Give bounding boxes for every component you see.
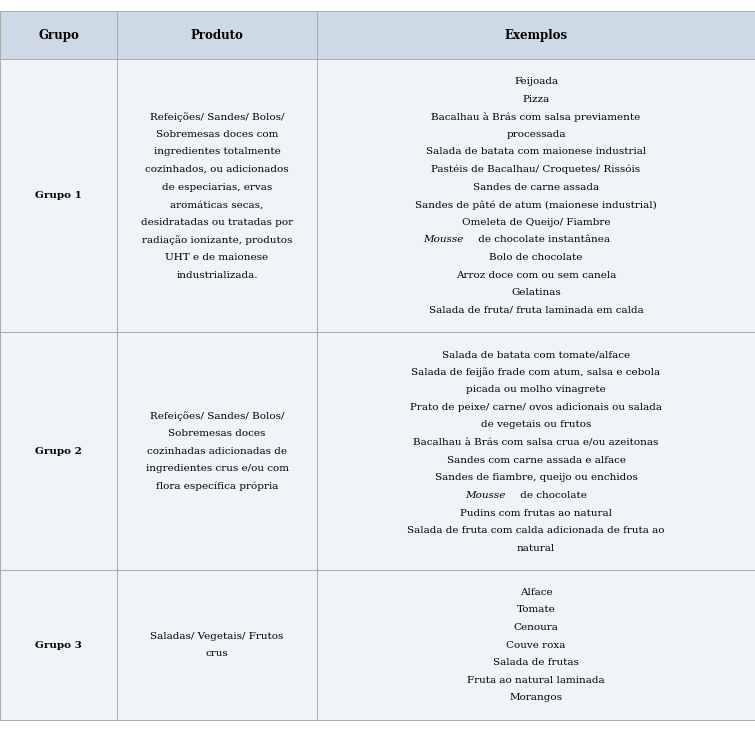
Bar [117, 11, 317, 59]
Bar [317, 333, 755, 570]
Bar [117, 570, 317, 720]
Bar [317, 59, 755, 333]
Text: Exemplos: Exemplos [504, 29, 568, 42]
Text: picada ou molho vinagrete: picada ou molho vinagrete [466, 385, 606, 394]
Text: de chocolate: de chocolate [517, 491, 587, 500]
Text: Couve roxa: Couve roxa [507, 640, 565, 650]
Text: radiação ionizante, produtos: radiação ionizante, produtos [142, 235, 292, 245]
Bar [117, 59, 317, 333]
Text: Mousse: Mousse [423, 235, 464, 244]
Bar [317, 570, 755, 720]
Text: Feijoada: Feijoada [514, 77, 558, 86]
Text: cozinhadas adicionadas de: cozinhadas adicionadas de [147, 447, 287, 456]
Text: Sobremesas doces: Sobremesas doces [168, 429, 266, 439]
Text: Grupo: Grupo [38, 29, 79, 42]
Bar [0, 570, 117, 720]
Text: Saladas/ Vegetais/ Frutos: Saladas/ Vegetais/ Frutos [150, 632, 284, 641]
Text: ingredientes totalmente: ingredientes totalmente [154, 148, 280, 156]
Text: Grupo 2: Grupo 2 [35, 447, 82, 456]
Bar [0, 333, 117, 570]
Text: de chocolate instantânea: de chocolate instantânea [475, 235, 610, 244]
Text: Salada de fruta/ fruta laminada em calda: Salada de fruta/ fruta laminada em calda [429, 306, 643, 315]
Text: Salada de feijão frade com atum, salsa e cebola: Salada de feijão frade com atum, salsa e… [411, 367, 661, 377]
Text: aromáticas secas,: aromáticas secas, [171, 200, 263, 209]
Text: Refeições/ Sandes/ Bolos/: Refeições/ Sandes/ Bolos/ [149, 112, 285, 121]
Text: Sandes de fiambre, queijo ou enchidos: Sandes de fiambre, queijo ou enchidos [435, 473, 637, 482]
Bar [0, 11, 117, 59]
Text: Grupo 1: Grupo 1 [35, 192, 82, 200]
Text: Sandes de carne assada: Sandes de carne assada [473, 183, 599, 192]
Text: industrializada.: industrializada. [177, 270, 257, 280]
Text: Salada de batata com tomate/alface: Salada de batata com tomate/alface [442, 350, 630, 359]
Text: Cenoura: Cenoura [513, 623, 559, 632]
Text: Salada de frutas: Salada de frutas [493, 659, 579, 667]
Text: Fruta ao natural laminada: Fruta ao natural laminada [467, 676, 605, 685]
Text: Alface: Alface [519, 588, 553, 596]
Text: de especiarias, ervas: de especiarias, ervas [162, 183, 273, 192]
Bar [0, 59, 117, 333]
Text: Pudins com frutas ao natural: Pudins com frutas ao natural [460, 509, 612, 518]
Text: processada: processada [507, 130, 565, 139]
Text: Bolo de chocolate: Bolo de chocolate [489, 253, 583, 262]
Text: Gelatinas: Gelatinas [511, 288, 561, 298]
Text: Sandes de pâté de atum (maionese industrial): Sandes de pâté de atum (maionese industr… [415, 200, 657, 210]
Text: Sobremesas doces com: Sobremesas doces com [156, 130, 279, 139]
Bar [117, 333, 317, 570]
Text: Sandes com carne assada e alface: Sandes com carne assada e alface [446, 455, 626, 465]
Text: Bacalhau à Brás com salsa crua e/ou azeitonas: Bacalhau à Brás com salsa crua e/ou azei… [414, 438, 658, 447]
Text: natural: natural [517, 544, 555, 553]
Text: Produto: Produto [190, 29, 244, 42]
Text: Mousse: Mousse [465, 491, 505, 500]
Text: Refeições/ Sandes/ Bolos/: Refeições/ Sandes/ Bolos/ [149, 412, 285, 421]
Text: UHT e de maionese: UHT e de maionese [165, 253, 269, 262]
Text: Prato de peixe/ carne/ ovos adicionais ou salada: Prato de peixe/ carne/ ovos adicionais o… [410, 403, 662, 412]
Bar [317, 11, 755, 59]
Text: Pizza: Pizza [522, 94, 550, 104]
Text: Omeleta de Queijo/ Fiambre: Omeleta de Queijo/ Fiambre [462, 218, 610, 227]
Text: Grupo 3: Grupo 3 [35, 640, 82, 650]
Text: flora específica própria: flora específica própria [156, 482, 279, 491]
Text: Arroz doce com ou sem canela: Arroz doce com ou sem canela [456, 270, 616, 280]
Text: de vegetais ou frutos: de vegetais ou frutos [481, 420, 591, 430]
Text: Morangos: Morangos [510, 694, 562, 702]
Text: crus: crus [205, 649, 229, 659]
Text: Salada de batata com maionese industrial: Salada de batata com maionese industrial [426, 148, 646, 156]
Text: Salada de fruta com calda adicionada de fruta ao: Salada de fruta com calda adicionada de … [407, 526, 665, 535]
Text: Tomate: Tomate [516, 605, 556, 615]
Text: Pastéis de Bacalhau/ Croquetes/ Rissóis: Pastéis de Bacalhau/ Croquetes/ Rissóis [432, 164, 640, 174]
Text: desidratadas ou tratadas por: desidratadas ou tratadas por [141, 218, 293, 227]
Text: Bacalhau à Brás com salsa previamente: Bacalhau à Brás com salsa previamente [431, 112, 641, 121]
Text: ingredientes crus e/ou com: ingredientes crus e/ou com [146, 464, 288, 474]
Text: cozinhados, ou adicionados: cozinhados, ou adicionados [145, 165, 289, 174]
